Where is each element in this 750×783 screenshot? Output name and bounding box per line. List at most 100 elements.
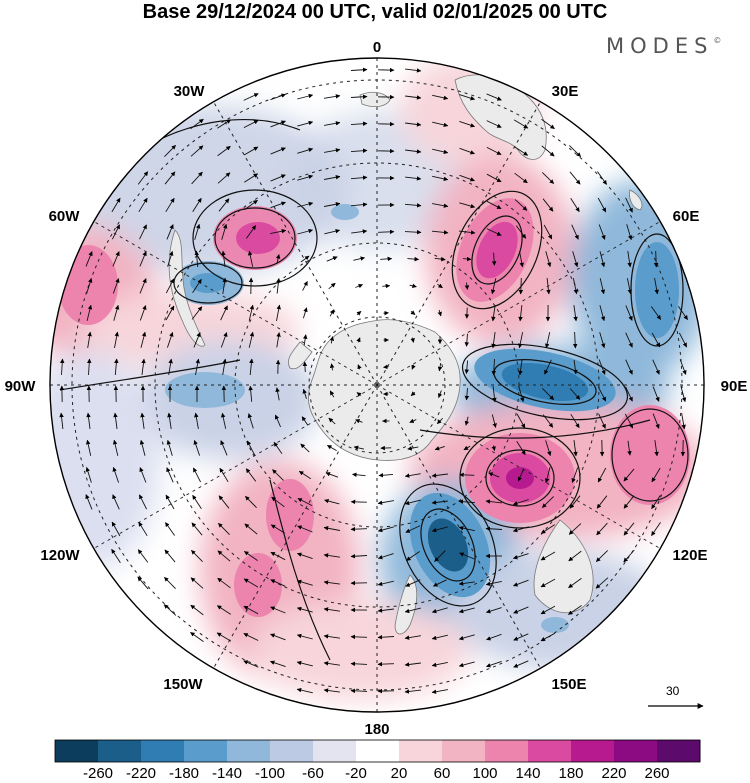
wind-vector [571,224,579,240]
wind-vector [598,413,606,429]
wind-vector [113,304,120,321]
wind-vector [654,278,659,295]
wind-vector [431,230,449,235]
wind-vector [112,494,120,510]
wind-vector [296,552,313,560]
wind-vector [458,581,475,586]
wind-vector [405,149,422,154]
wind-vector [190,632,204,642]
wind-vector [572,251,579,268]
lon-label-0: 0 [373,39,381,56]
wind-vector [243,578,259,588]
wind-vector [192,494,202,509]
wind-vector [190,118,204,130]
wind-vector [165,522,175,536]
wind-vector [434,445,445,451]
wind-vector [244,523,258,535]
wind-vector [623,495,635,509]
wind-vector [458,499,476,504]
wind-vector [194,412,199,429]
wind-vector [190,604,204,616]
streamlines [59,118,689,661]
wind-vector [545,440,552,457]
landmasses [168,74,643,635]
wind-vector [383,364,389,370]
wind-vector [540,551,556,561]
wind-vector [275,387,280,401]
wind-vector [625,359,633,375]
wind-vector [596,522,608,536]
wind-vector [220,332,228,348]
wind-vector [87,331,92,348]
wind-vector [298,470,311,480]
wind-vector [518,332,524,349]
wind-vector [491,252,497,266]
lon-label-180: 180 [364,721,389,738]
wind-vector [297,120,314,127]
wind-vector [323,526,340,531]
wind-vector [137,171,149,185]
reference-vector-value: 30 [666,684,680,698]
wind-vector [296,579,313,586]
wind-vector [405,95,422,100]
wind-vector [627,251,632,268]
wind-vector [271,496,285,508]
lon-label-150e: 150E [551,676,586,693]
colorbar-label: 140 [515,765,541,782]
wind-vector [512,499,529,506]
wind-vector [217,119,232,129]
wind-vector [191,171,203,185]
wind-vector [599,332,606,349]
colorbar-swatch [141,740,185,762]
wind-vector [165,278,175,294]
wind-vector [404,499,421,506]
wind-vector [651,495,661,510]
wind-vector [248,385,253,402]
wind-vector [540,524,555,534]
wind-vector [518,359,523,376]
wind-vector [270,174,286,182]
wind-vector [573,305,578,322]
wind-vector [350,688,368,694]
wind-vector [627,440,632,456]
wind-vector [436,417,444,425]
wind-vector [59,412,64,429]
wind-vector [651,522,661,536]
wind-vector [651,332,661,348]
wind-vector [328,282,336,290]
colorbar-label: 60 [433,765,451,782]
wind-vector [377,553,394,560]
wind-vector [273,441,283,454]
wind-vector [434,256,446,262]
wind-vector [626,278,632,295]
colorbar-label: 180 [558,765,584,782]
wind-vector [222,277,227,294]
wind-vector [516,441,526,456]
wind-vector [328,417,336,425]
wind-vector [650,306,662,320]
wind-vector [458,634,475,641]
colorbar-label: -220 [125,765,157,782]
wind-vector [270,633,286,641]
colorbar-swatch [98,740,142,762]
wind-vector [573,360,578,375]
wind-vector [221,223,228,240]
wind-vector [190,145,204,157]
wind-vector [297,201,314,208]
wind-vector [249,358,254,376]
wind-vector [544,359,552,375]
wind-vector [431,689,448,694]
wind-vector [350,202,368,207]
wind-vector [166,467,174,483]
wind-vector [302,307,308,319]
wind-vector [276,304,281,321]
wind-vector [380,256,393,262]
wind-vector [432,175,449,182]
wind-vector [217,172,231,184]
wind-vector [541,172,555,184]
wind-vector [404,473,421,478]
wind-vector [540,605,556,615]
wind-vector [458,525,475,532]
wind-vector [517,468,525,482]
